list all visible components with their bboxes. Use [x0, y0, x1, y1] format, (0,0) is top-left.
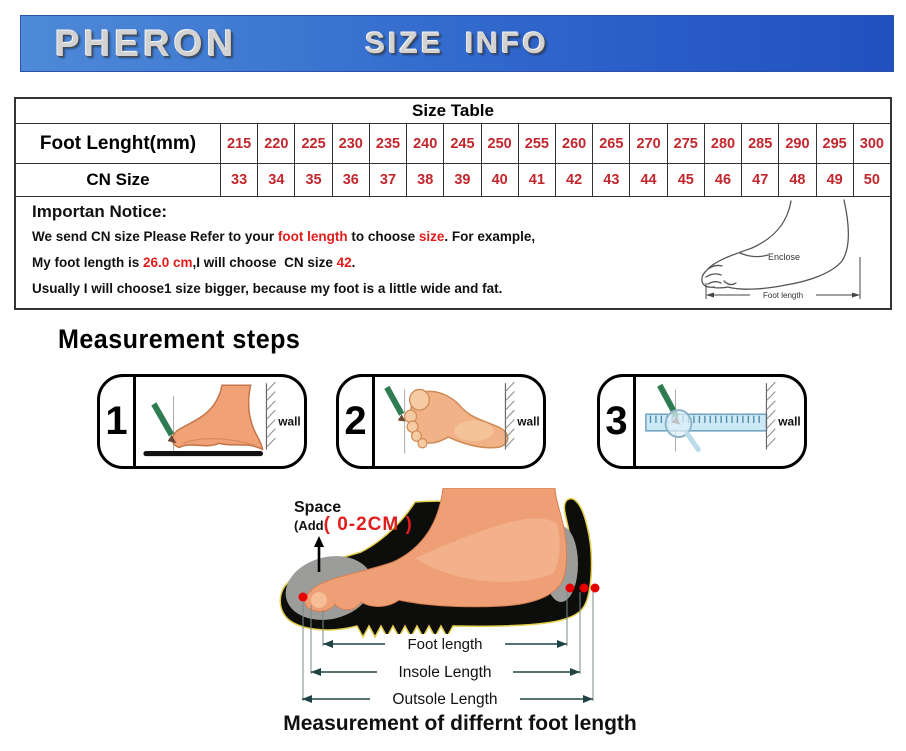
cn-size-cell: 35: [294, 164, 331, 196]
foot-length-cell: 240: [406, 124, 443, 163]
foot-length-row-label: Foot Lenght(mm): [39, 132, 197, 154]
step-2-box: 2 wall: [336, 374, 546, 469]
step-3-box: 3 wall: [597, 374, 807, 469]
magnifier-icon: [664, 409, 693, 439]
cn-size-cell: 42: [554, 164, 592, 196]
cn-size-cell: 46: [703, 164, 741, 196]
foot-length-cell: 295: [815, 124, 853, 163]
cn-size-cell: 48: [778, 164, 815, 196]
step-2-illustration: wall: [375, 377, 543, 466]
foot-length-cell: 290: [778, 124, 815, 163]
measure-points: [298, 583, 600, 602]
foot-length-cell: 260: [554, 124, 592, 163]
step-3-illustration: wall: [636, 377, 804, 466]
foot-length-cell: 220: [257, 124, 294, 163]
notice-text: Importan Notice: We send CN size Please …: [16, 197, 694, 307]
size-table-title: Size Table: [16, 99, 890, 124]
cn-size-row-label: CN Size: [86, 170, 150, 189]
wall-hatch-icon: [766, 381, 776, 448]
cn-size-cell: 33: [220, 164, 257, 196]
cn-size-cell: 37: [368, 164, 406, 196]
cn-size-cell: 43: [592, 164, 629, 196]
foot-length-cell: 280: [703, 124, 741, 163]
notice-line-1: We send CN size Please Refer to your foo…: [32, 229, 536, 244]
sketch-foot-length-label: Foot length: [763, 291, 803, 300]
foot-length-cell: 275: [666, 124, 704, 163]
cn-size-cell: 44: [629, 164, 666, 196]
outsole-length-label: Outsole Length: [392, 691, 497, 708]
wall-label: wall: [777, 414, 800, 428]
step-1-illustration: wall: [136, 377, 304, 466]
brand-logo: PHERON: [55, 22, 238, 64]
foot-length-cell: 225: [294, 124, 331, 163]
cn-size-cell: 40: [480, 164, 518, 196]
header-banner: PHERON SIZE INFO: [20, 15, 894, 72]
cn-size-cell: 34: [257, 164, 294, 196]
foot-length-cell: 300: [852, 124, 890, 163]
wall-hatch-icon: [505, 381, 515, 448]
cn-size-cell: 36: [331, 164, 369, 196]
foot-outline-diagram: Enclose Foot length: [701, 199, 861, 300]
cn-size-cell: 41: [517, 164, 555, 196]
foot-length-diagram: Foot length Insole Length Outsole Length: [279, 488, 600, 708]
page-title: SIZE INFO: [365, 26, 549, 60]
cn-size-cell: 38: [406, 164, 443, 196]
insole-length-label: Insole Length: [398, 664, 491, 681]
foot-length-cell: 215: [220, 124, 257, 163]
measurement-steps-heading: Measurement steps: [58, 324, 301, 354]
guide-lines: [302, 592, 594, 701]
diagram-caption: Measurement of differnt foot length: [283, 712, 637, 735]
step-1-number: 1: [100, 377, 136, 466]
pencil-icon: [151, 402, 175, 437]
space-annotation: Space (Add ( 0-2CM ): [294, 499, 413, 535]
step-1-box: 1 wall: [97, 374, 307, 469]
cn-size-cell: 39: [443, 164, 480, 196]
foot-length-label: Foot length: [407, 636, 482, 653]
foot-length-cell: 270: [629, 124, 666, 163]
notice-title: Importan Notice:: [32, 202, 168, 221]
size-table: Size Table Foot Lenght(mm) 215 220 225 2…: [14, 97, 892, 310]
cn-size-cell: 50: [852, 164, 890, 196]
foot-length-cell: 250: [480, 124, 518, 163]
notice-line-2: My foot length is 26.0 cm,I will choose …: [32, 255, 356, 270]
add-value: ( 0-2CM ): [323, 514, 413, 535]
cn-size-cell: 49: [815, 164, 853, 196]
foot-length-row: Foot Lenght(mm) 215 220 225 230 235 240 …: [16, 124, 890, 164]
cn-size-cell: 45: [666, 164, 704, 196]
foot-length-cell: 265: [592, 124, 629, 163]
pencil-icon: [384, 385, 405, 416]
wall-hatch-icon: [266, 381, 276, 448]
notice-section: Importan Notice: We send CN size Please …: [16, 197, 890, 307]
wall-label: wall: [516, 414, 539, 428]
enclose-label: Enclose: [768, 252, 800, 262]
step-3-number: 3: [600, 377, 636, 466]
foot-length-cell: 230: [331, 124, 369, 163]
step-2-number: 2: [339, 377, 375, 466]
notice-line-3: Usually I will choose1 size bigger, beca…: [32, 281, 503, 296]
foot-side-shape: [171, 384, 264, 451]
foot-length-cell: 235: [368, 124, 406, 163]
wall-label: wall: [277, 414, 300, 428]
cn-size-cell: 47: [741, 164, 778, 196]
foot-length-cell: 285: [741, 124, 778, 163]
foot-length-cell: 255: [517, 124, 555, 163]
foot-length-cell: 245: [443, 124, 480, 163]
add-label: (Add: [294, 518, 324, 533]
cn-size-row: CN Size 33 34 35 36 37 38 39 40 41 42 43…: [16, 164, 890, 197]
space-label: Space: [294, 499, 342, 516]
